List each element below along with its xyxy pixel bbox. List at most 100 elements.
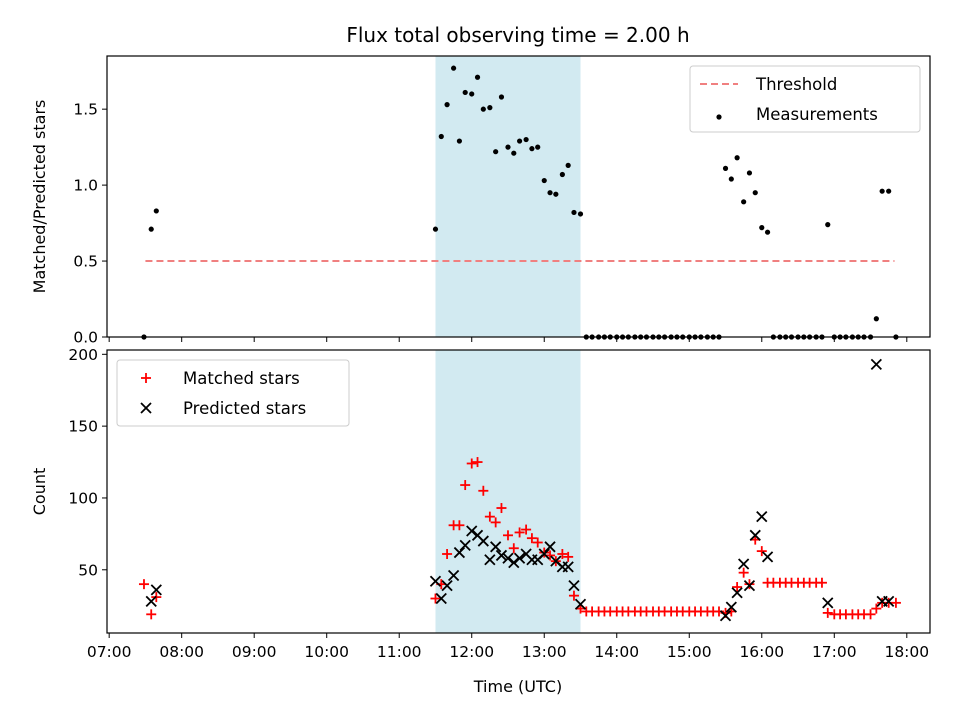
x-tick-label: 07:00 xyxy=(87,643,132,661)
matched-star-point xyxy=(738,567,749,578)
predicted-star-point xyxy=(477,535,489,547)
count-y-axis: 50 100 150 200 xyxy=(68,346,107,579)
matched-star-point xyxy=(514,527,525,538)
predicted-star-point xyxy=(568,579,580,592)
predicted-star-point xyxy=(756,511,768,523)
predicted-star-point xyxy=(538,548,550,560)
measurement-point xyxy=(571,209,577,216)
measurement-point xyxy=(825,222,831,228)
matched-star-point xyxy=(442,548,453,559)
matched-star-point xyxy=(508,543,519,554)
matched-star-point xyxy=(521,524,532,535)
ratio-legend: Threshold Measurements xyxy=(689,65,921,133)
measurement-point xyxy=(577,211,584,217)
measurement-point xyxy=(456,138,463,144)
predicted-star-point xyxy=(883,595,895,608)
matched-star-point xyxy=(816,577,827,588)
measurement-point xyxy=(734,155,740,161)
matched-star-point xyxy=(526,533,537,544)
matched-star-point xyxy=(478,485,489,496)
x-tick-label: 14:00 xyxy=(594,643,639,661)
y-tick-label: 100 xyxy=(68,489,98,507)
predicted-star-point xyxy=(822,597,834,609)
legend-box xyxy=(116,359,350,427)
count-panel: 50 100 150 200 07:00 08:00 09:00 10:00 11:00 12:… xyxy=(30,346,931,661)
y-tick-label: 0.5 xyxy=(73,253,98,271)
matched-star-point xyxy=(865,609,876,620)
measurement-point xyxy=(746,170,753,176)
x-tick-label: 08:00 xyxy=(159,643,204,661)
predicted-star-point xyxy=(743,579,756,592)
matched-star-point xyxy=(744,579,755,590)
matched-star-point xyxy=(568,590,579,601)
legend-symbol xyxy=(140,402,152,414)
measurement-point xyxy=(728,176,734,182)
x-tick-label: 18:00 xyxy=(884,643,929,661)
matched-star-point xyxy=(490,517,501,528)
measurement-point xyxy=(752,190,758,196)
x-tick-label: 10:00 xyxy=(304,643,349,661)
x-tick-label: 17:00 xyxy=(812,643,857,661)
predicted-star-point xyxy=(562,561,574,573)
predicted-star-point xyxy=(429,575,442,587)
measurement-point xyxy=(487,105,493,111)
measurement-point xyxy=(722,165,729,171)
measurement-point xyxy=(759,225,765,231)
predicted-star-point xyxy=(749,529,761,541)
measurement-point xyxy=(451,65,457,71)
matched-star-point xyxy=(557,548,568,559)
legend-label: Matched stars xyxy=(183,369,300,388)
matched-star-point xyxy=(460,480,471,491)
measurement-point xyxy=(493,149,499,155)
matched-star-point xyxy=(563,551,574,562)
predicted-star-point xyxy=(761,551,774,563)
legend-box xyxy=(689,65,921,133)
measurement-point xyxy=(462,89,468,96)
x-tick-label: 12:00 xyxy=(449,643,494,661)
measurement-point xyxy=(153,208,159,214)
measurement-point xyxy=(523,136,529,143)
measurement-point xyxy=(474,74,481,80)
predicted-star-point xyxy=(502,552,514,564)
measurement-point xyxy=(480,106,486,112)
measurement-point xyxy=(432,226,439,232)
predicted-star-point xyxy=(738,558,750,570)
highlight-span xyxy=(435,350,581,633)
predicted-star-point xyxy=(725,601,737,613)
measurement-point xyxy=(547,190,553,196)
y-tick-label: 200 xyxy=(68,346,98,364)
matched-star-point xyxy=(466,458,477,469)
predicted-star-point xyxy=(145,595,157,608)
measurement-point xyxy=(516,138,523,144)
matched-star-point xyxy=(138,579,149,590)
predicted-star-point xyxy=(508,556,520,569)
ratio-panel: 0.0 0.5 1.0 1.5 Matched/Predicted stars Thr… xyxy=(30,55,931,347)
matched-star-point xyxy=(146,609,157,620)
measurement-point xyxy=(764,229,771,235)
matched-star-point xyxy=(502,530,513,541)
matched-star-point xyxy=(756,546,767,557)
matched-star-point xyxy=(732,582,743,593)
measurement-point xyxy=(505,144,511,150)
measurement-point xyxy=(438,133,444,140)
matched-star-point xyxy=(871,603,882,614)
predicted-star-point xyxy=(435,592,447,605)
predicted-star-point xyxy=(544,541,556,553)
matched-star-point xyxy=(484,511,495,522)
count-plot-area xyxy=(138,358,901,622)
matched-star-point xyxy=(890,597,901,608)
legend-symbol xyxy=(716,114,722,120)
x-tick-label: 15:00 xyxy=(667,643,712,661)
y-tick-label: 1.0 xyxy=(73,177,98,195)
measurement-point xyxy=(444,102,450,108)
measurement-point xyxy=(469,91,475,97)
matched-star-point xyxy=(496,503,507,514)
legend-label: Threshold xyxy=(755,75,837,94)
chart-title: Flux total observing time = 2.00 h xyxy=(346,23,689,47)
matched-star-point xyxy=(532,537,543,548)
y-tick-label: 0.0 xyxy=(73,329,98,347)
measurement-point xyxy=(565,162,571,168)
predicted-star-point xyxy=(441,579,453,592)
matched-star-point xyxy=(472,457,483,468)
